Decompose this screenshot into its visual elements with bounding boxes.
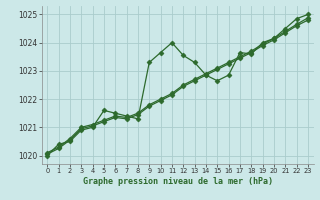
X-axis label: Graphe pression niveau de la mer (hPa): Graphe pression niveau de la mer (hPa) — [83, 177, 273, 186]
